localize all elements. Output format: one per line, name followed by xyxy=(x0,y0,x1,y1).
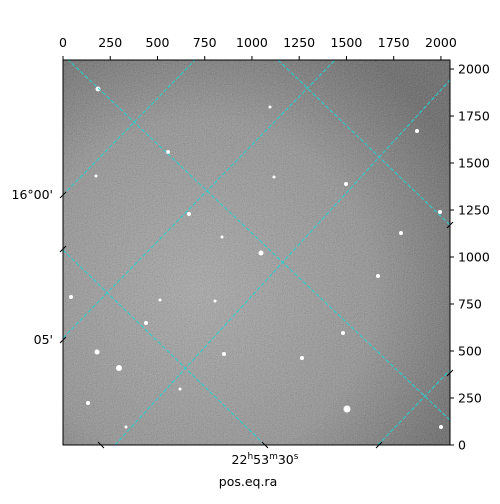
y-tick-label: 1000 xyxy=(458,250,490,265)
coordinate-grid xyxy=(63,60,450,445)
ra-unit: m xyxy=(269,452,278,462)
x-axis-label: pos.eq.ra xyxy=(219,474,277,489)
dec-tick-label: 16°00' xyxy=(12,187,54,202)
y-tick-label: 1500 xyxy=(458,156,490,171)
stars xyxy=(69,86,443,429)
y-tick-label: 1250 xyxy=(458,203,490,218)
sky-image xyxy=(63,60,450,445)
y-tick-label: 0 xyxy=(458,438,466,453)
ra-value: 53 xyxy=(253,452,269,467)
x-tick-label: 1250 xyxy=(283,35,315,50)
y-tick-label: 500 xyxy=(458,344,482,359)
x-tick-label: 1000 xyxy=(236,35,268,50)
x-tick-label: 1750 xyxy=(378,35,410,50)
ra-tick-label: 22h53m30s xyxy=(232,452,299,467)
axes-frame xyxy=(62,59,451,446)
y-tick-label: 2000 xyxy=(458,62,490,77)
ra-value: 22 xyxy=(232,452,248,467)
x-tick-label: 2000 xyxy=(425,35,457,50)
x-tick-label: 0 xyxy=(59,35,67,50)
x-tick-label: 250 xyxy=(98,35,122,50)
ra-unit: h xyxy=(247,452,253,462)
dec-tick-label: 05' xyxy=(34,332,53,347)
ra-unit: s xyxy=(294,452,299,462)
ra-value: 30 xyxy=(278,452,294,467)
x-tick-label: 500 xyxy=(146,35,170,50)
x-tick-label: 750 xyxy=(193,35,217,50)
x-tick-label: 1500 xyxy=(331,35,363,50)
y-tick-label: 1750 xyxy=(458,109,490,124)
wcs-ticks xyxy=(59,191,454,449)
y-tick-label: 750 xyxy=(458,297,482,312)
y-tick-label: 250 xyxy=(458,391,482,406)
